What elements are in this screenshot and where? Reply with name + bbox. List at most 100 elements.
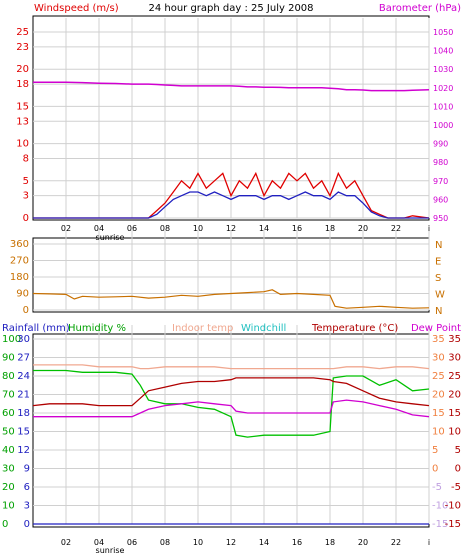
temp-y-tick-label: 10 [448,427,461,438]
x-tick-label-bottom: 06 [127,538,137,547]
humidity-y-tick-label: 20 [2,482,15,493]
baro-y-tick-label: 980 [433,158,448,167]
temp-y-tick-label: 0 [455,464,461,475]
wind-y-tick-label: 25 [16,27,29,38]
series-wind_avg [33,191,429,219]
wind-y-tick-label: 3 [23,191,29,202]
temp-y-tick-label: 15 [448,408,461,419]
x-tick-label-bottom: 10 [193,538,203,547]
x-tick-label-bottom: 20 [358,538,368,547]
indoor-y-tick-label: -10 [432,501,448,512]
direction-y-tick-label: 0 [23,305,29,316]
indoor-y-tick-label: 35 [432,334,445,345]
x-tick-label-bottom: 04 [94,538,104,547]
humidity-y-tick-label: 60 [2,408,15,419]
sunrise-label-top: sunrise [96,233,125,242]
barometer-axis-title: Barometer (hPa) [379,3,461,14]
humidity-y-tick-label: 30 [2,464,15,475]
indoor-y-tick-label: -5 [432,482,442,493]
wind-y-tick-label: 20 [16,64,29,75]
rain-y-tick-label: 15 [17,427,30,438]
series-barometer [33,81,430,92]
x-tick-label-bottom: 14 [259,538,269,547]
temp-y-tick-label: 5 [455,445,461,456]
humidity-y-tick-label: 40 [2,445,15,456]
indoor-y-tick-label: 15 [432,408,445,419]
rain-y-tick-label: 6 [24,482,30,493]
wind-y-tick-label: 15 [16,101,29,112]
sunrise-label-bottom: sunrise [96,546,125,555]
indoor-y-tick-label: -15 [432,519,448,530]
windspeed-axis-title: Windspeed (m/s) [34,3,119,14]
wind-y-tick-label: 0 [23,213,29,224]
baro-y-tick-label: 1050 [433,28,453,37]
legend-dewpoint: Dew Point [411,323,461,334]
rain-y-tick-label: 0 [24,519,30,530]
x-tick-label-bottom: 02 [61,538,71,547]
temp-y-tick-label: 20 [448,390,461,401]
x-tick-label-bottom: 18 [325,538,335,547]
x-tick-label-top: 14 [259,224,269,233]
rain-y-tick-label: 9 [24,464,30,475]
baro-y-tick-label: 1040 [433,47,453,56]
indoor-y-tick-label: 0 [432,464,438,475]
wind-y-tick-label: 18 [16,79,29,90]
x-tick-label-bottom: 12 [226,538,236,547]
legend-windchill: Windchill [241,323,286,334]
rain-y-tick-label: 12 [17,445,30,456]
indoor-y-tick-label: 5 [432,445,438,456]
wind-y-tick-label: 10 [16,139,29,150]
x-tick-label-bottom: i [428,538,430,547]
temp-y-tick-label: -15 [445,519,461,530]
x-tick-label-top: 16 [292,224,302,233]
x-tick-label-top: 20 [358,224,368,233]
wind-y-tick-label: 8 [23,153,29,164]
baro-y-tick-label: 1010 [433,102,453,111]
temp-y-tick-label: -10 [445,501,461,512]
x-tick-label-top: 06 [127,224,137,233]
legend-rainfall: Rainfall (mm) [2,323,70,334]
compass-label: W [435,290,445,301]
x-tick-label-top: 08 [160,224,170,233]
rain-y-tick-label: 3 [24,501,30,512]
humidity-y-tick-label: 0 [2,519,8,530]
graph-title: 24 hour graph day : 25 July 2008 [148,3,313,14]
humidity-y-tick-label: 70 [2,390,15,401]
compass-label: E [435,257,441,268]
legend-humidity: Humidity % [68,323,126,334]
baro-y-tick-label: 1020 [433,84,453,93]
compass-label: N [435,240,442,251]
legend-indoor: Indoor temp [172,323,233,334]
x-tick-label-top: 10 [193,224,203,233]
rain-y-tick-label: 18 [17,408,30,419]
temp-y-tick-label: 25 [448,371,461,382]
x-tick-label-top: i [428,224,430,233]
series-dewpoint [33,399,430,418]
series-humidity [33,369,430,438]
humidity-y-tick-label: 10 [2,501,15,512]
series-indoor [33,364,430,370]
indoor-y-tick-label: 25 [432,371,445,382]
humidity-y-tick-label: 80 [2,371,15,382]
baro-y-tick-label: 1000 [433,121,453,130]
baro-y-tick-label: 990 [433,140,448,149]
rain-y-tick-label: 21 [17,390,30,401]
humidity-y-tick-label: 100 [2,334,21,345]
indoor-y-tick-label: 10 [432,427,445,438]
x-tick-label-top: 02 [61,224,71,233]
x-tick-label-bottom: 08 [160,538,170,547]
compass-label: N [435,306,442,317]
wind-y-tick-label: 13 [16,116,29,127]
rain-y-tick-label: 27 [17,353,30,364]
x-tick-label-top: 12 [226,224,236,233]
direction-y-tick-label: 360 [10,239,29,250]
rain-y-tick-label: 24 [17,371,30,382]
baro-y-tick-label: 950 [433,214,448,223]
temp-y-tick-label: 30 [448,353,461,364]
compass-label: S [435,273,441,284]
indoor-y-tick-label: 20 [432,390,445,401]
x-tick-label-top: 04 [94,224,104,233]
humidity-y-tick-label: 90 [2,353,15,364]
wind-y-tick-label: 23 [16,42,29,53]
